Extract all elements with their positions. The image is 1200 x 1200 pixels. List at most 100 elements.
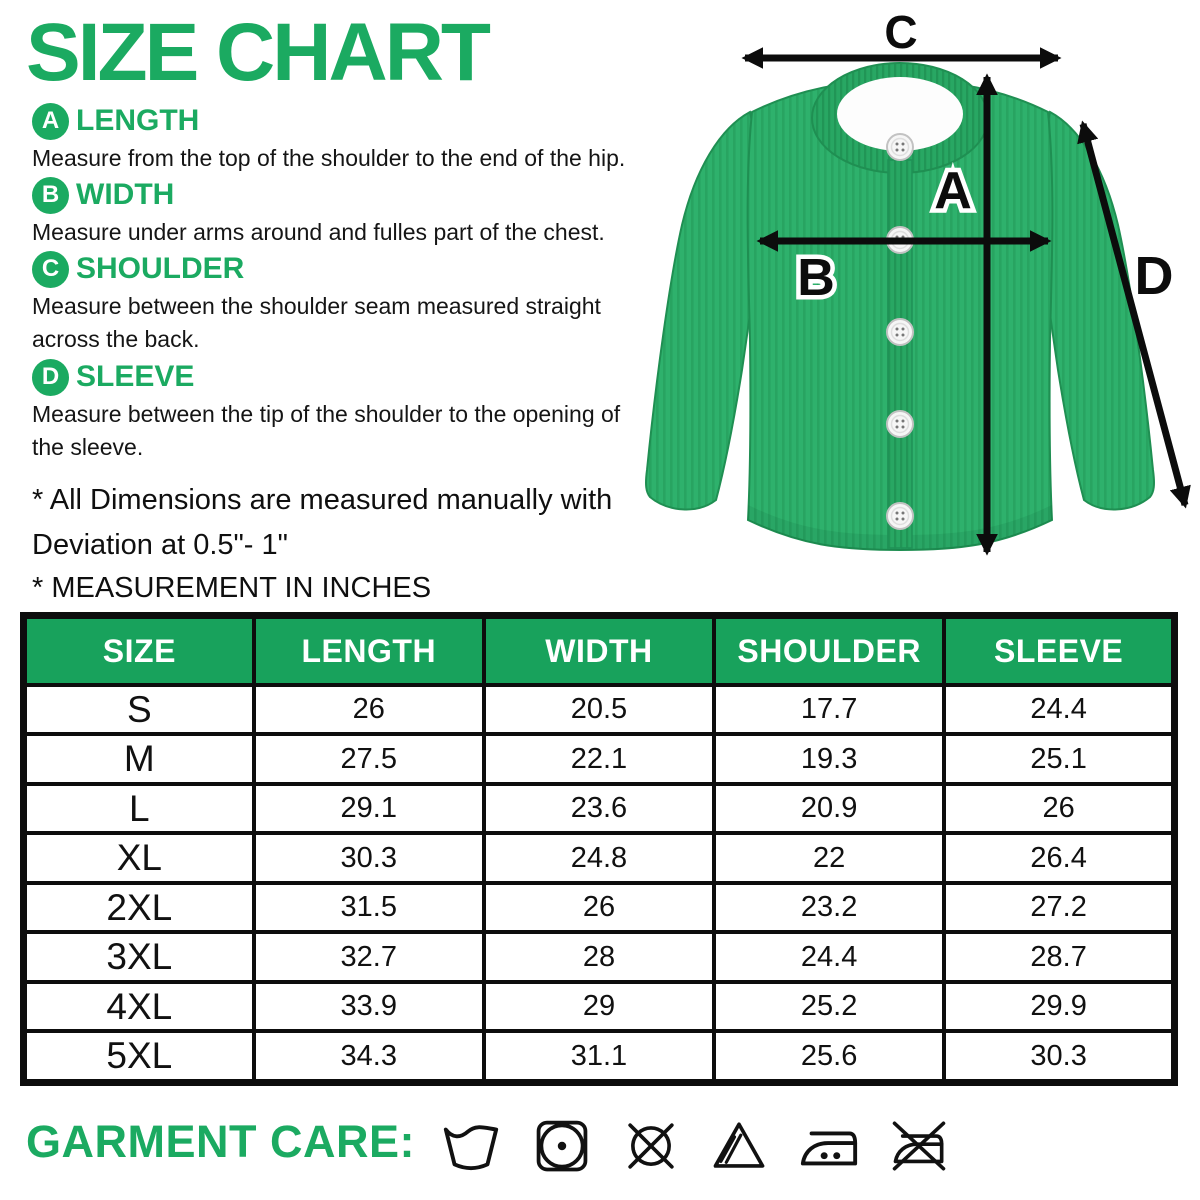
value-cell: 24.4	[942, 682, 1177, 737]
size-table-head: SIZE LENGTH WIDTH SHOULDER SLEEVE	[21, 613, 1177, 687]
value-cell: 27.2	[942, 880, 1177, 935]
hem-band	[748, 505, 1052, 550]
section-width-heading: B WIDTH	[32, 176, 174, 214]
value-cell: 25.1	[942, 732, 1177, 786]
do-not-iron-icon	[892, 1121, 946, 1171]
section-shoulder-heading: C SHOULDER	[32, 250, 244, 288]
value-cell: 34.3	[251, 1029, 486, 1085]
size-cell: 3XL	[21, 930, 256, 984]
value-cell: 22.1	[481, 732, 717, 786]
table-row: 3XL 32.7 28 24.4 28.7	[21, 930, 1177, 984]
column-header: SHOULDER	[712, 613, 947, 687]
sweater-illustration: C A B D	[645, 6, 1191, 556]
sleeve-arrow	[1077, 120, 1191, 509]
size-cell: 5XL	[21, 1029, 256, 1085]
value-cell: 25.6	[712, 1029, 947, 1085]
letter-c-badge: C	[32, 250, 69, 288]
value-cell: 28	[481, 930, 717, 984]
size-cell: XL	[21, 831, 256, 885]
value-cell: 25.2	[712, 979, 947, 1034]
machine-wash-icon	[443, 1125, 499, 1170]
section-shoulder-description: Measure between the shoulder seam measur…	[32, 293, 601, 352]
value-cell: 32.7	[251, 930, 486, 984]
letter-a-badge: A	[32, 102, 69, 140]
value-cell: 22	[712, 831, 947, 885]
value-cell: 20.5	[481, 682, 717, 737]
measure-arrows	[741, 47, 1191, 556]
table-row: M 27.5 22.1 19.3 25.1	[21, 732, 1177, 786]
value-cell: 29.1	[251, 781, 486, 836]
iron-medium-heat-icon	[800, 1131, 858, 1166]
value-cell: 31.1	[481, 1029, 717, 1085]
section-sleeve-title: SLEEVE	[76, 360, 195, 393]
value-cell: 29	[481, 979, 717, 1034]
section-length-heading: A LENGTH	[32, 102, 199, 140]
size-table: SIZE LENGTH WIDTH SHOULDER SLEEVE S 26 20.5 17.…	[20, 612, 1178, 1086]
size-cell: S	[21, 682, 256, 737]
deviation-note: * All Dimensions are measured manually w…	[32, 484, 613, 561]
section-length-description: Measure from the top of the shoulder to …	[32, 145, 626, 171]
value-cell: 24.8	[481, 831, 717, 885]
table-row: L 29.1 23.6 20.9 26	[21, 781, 1177, 836]
column-header: SLEEVE	[942, 613, 1177, 687]
button	[886, 133, 914, 161]
label-sleeve-d: D	[1135, 246, 1174, 306]
value-cell: 26.4	[942, 831, 1177, 885]
table-header-row: SIZE LENGTH WIDTH SHOULDER SLEEVE	[21, 613, 1177, 687]
column-header: WIDTH	[481, 613, 717, 687]
value-cell: 23.6	[481, 781, 717, 836]
button	[886, 318, 914, 346]
value-cell: 20.9	[712, 781, 947, 836]
table-row: 4XL 33.9 29 25.2 29.9	[21, 979, 1177, 1034]
section-length-title: LENGTH	[76, 104, 200, 137]
garment-care-icons	[440, 1106, 948, 1186]
button-placket	[887, 159, 913, 549]
value-cell: 24.4	[712, 930, 947, 984]
section-sleeve-description: Measure between the tip of the shoulder …	[32, 401, 621, 460]
value-cell: 17.7	[712, 682, 947, 737]
table-row: 2XL 31.5 26 23.2 27.2	[21, 880, 1177, 935]
size-cell: M	[21, 732, 256, 786]
column-header: SIZE	[21, 613, 256, 687]
non-chlorine-bleach-icon	[713, 1122, 765, 1168]
section-width-title: WIDTH	[76, 178, 175, 211]
label-shoulder-c: C	[884, 6, 917, 58]
garment-care-label: GARMENT CARE:	[26, 1116, 415, 1167]
section-sleeve-heading: D SLEEVE	[32, 358, 194, 396]
size-cell: L	[21, 781, 256, 836]
table-row: 5XL 34.3 31.1 25.6 30.3	[21, 1029, 1177, 1085]
size-cell: 4XL	[21, 979, 256, 1034]
inner-lining	[837, 77, 963, 151]
size-table-body: S 26 20.5 17.7 24.4 M 27.5 22.1 19.3 25.1 L 29.1 23.…	[21, 682, 1177, 1085]
tumble-dry-icon	[536, 1120, 588, 1172]
page-title: SIZE CHART	[26, 7, 491, 98]
section-shoulder-title: SHOULDER	[76, 252, 245, 285]
value-cell: 26	[481, 880, 717, 935]
size-cell: 2XL	[21, 880, 256, 935]
value-cell: 30.3	[942, 1029, 1177, 1085]
value-cell: 29.9	[942, 979, 1177, 1034]
value-cell: 33.9	[251, 979, 486, 1034]
table-row: S 26 20.5 17.7 24.4	[21, 682, 1177, 737]
label-width-b: B	[797, 249, 835, 307]
button	[886, 410, 914, 438]
value-cell: 26	[251, 682, 486, 737]
value-cell: 28.7	[942, 930, 1177, 984]
value-cell: 30.3	[251, 831, 486, 885]
value-cell: 23.2	[712, 880, 947, 935]
button	[886, 502, 914, 530]
value-cell: 26	[942, 781, 1177, 836]
letter-b-badge: B	[32, 176, 69, 214]
do-not-dry-clean-icon	[628, 1123, 674, 1169]
column-header: LENGTH	[251, 613, 486, 687]
value-cell: 27.5	[251, 732, 486, 786]
table-row: XL 30.3 24.8 22 26.4	[21, 831, 1177, 885]
units-note: * MEASUREMENT IN INCHES	[32, 572, 432, 604]
value-cell: 31.5	[251, 880, 486, 935]
label-length-a: A	[934, 162, 972, 220]
left-sleeve	[645, 110, 765, 511]
letter-d-badge: D	[32, 358, 69, 396]
section-width-description: Measure under arms around and fulles par…	[32, 219, 605, 245]
value-cell: 19.3	[712, 732, 947, 786]
